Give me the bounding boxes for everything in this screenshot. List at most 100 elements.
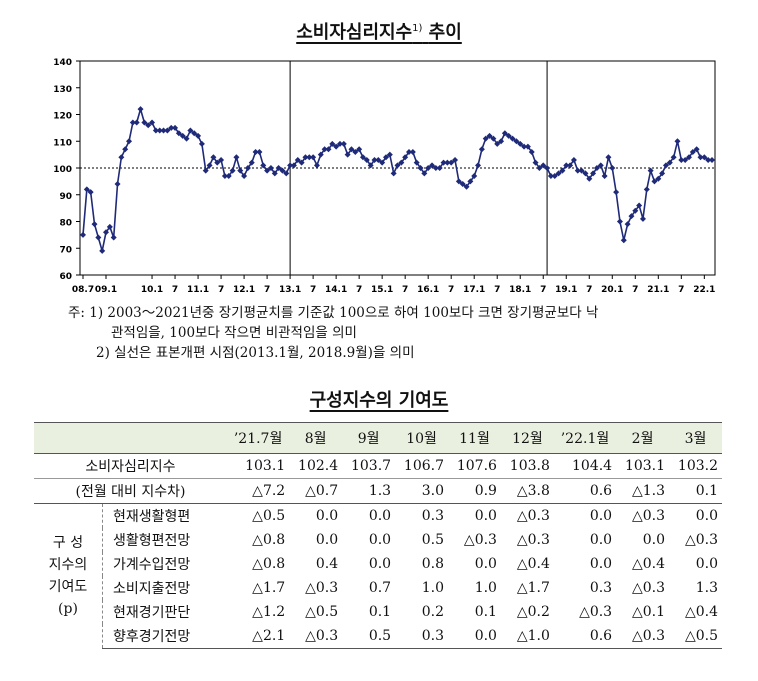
data-point — [172, 124, 179, 131]
data-point — [574, 167, 581, 174]
data-point — [547, 173, 554, 180]
x-tick-label: 11.1 — [187, 285, 209, 295]
csi-value: 103.7 — [342, 453, 396, 479]
component-value: 0.0 — [589, 532, 613, 548]
component-side-label: 구 성 지수의 기여도 (p) — [34, 503, 103, 649]
data-point — [613, 189, 620, 196]
data-point — [386, 151, 393, 158]
data-point — [371, 156, 378, 163]
data-point — [697, 154, 704, 161]
data-point — [183, 135, 190, 142]
component-value: 0.2 — [421, 604, 445, 620]
data-point — [521, 143, 528, 150]
x-tick-label: 12.1 — [233, 285, 255, 295]
data-point — [670, 154, 677, 161]
data-point — [682, 156, 689, 163]
data-point — [436, 165, 443, 171]
chart-title-footnote: 1) — [412, 23, 423, 34]
data-point — [221, 173, 228, 180]
data-point — [233, 154, 240, 161]
data-point — [164, 127, 171, 134]
data-point — [501, 130, 508, 137]
data-point — [198, 140, 205, 147]
data-point — [279, 167, 286, 174]
data-point — [229, 167, 236, 174]
data-point — [620, 237, 627, 244]
y-tick-label: 110 — [53, 138, 72, 148]
data-point — [390, 170, 397, 177]
data-point — [494, 140, 501, 147]
csi-line-chart: 60 70 80 90 100 110 120 130 140 08.7 09.1 10.1 7 11.1… — [53, 58, 716, 295]
x-tick-label: 7 — [264, 285, 270, 295]
data-point — [452, 156, 459, 163]
data-point — [168, 124, 175, 131]
component-value: 0.0 — [695, 508, 718, 524]
data-point — [459, 181, 466, 188]
data-point — [302, 154, 309, 161]
footnote-2: 2) 실선은 표본개편 시점(2013.1월, 2018.9월)을 의미 — [96, 345, 415, 361]
data-point — [605, 154, 612, 161]
csi-value: 104.4 — [553, 453, 617, 479]
data-point — [306, 154, 313, 161]
data-point — [114, 181, 121, 188]
change-value: 0.9 — [448, 478, 501, 504]
csi-value: 103.1 — [227, 453, 290, 479]
data-point — [413, 159, 420, 166]
y-tick-label: 80 — [59, 219, 72, 229]
csi-value: 106.7 — [395, 453, 449, 479]
data-point — [149, 119, 156, 126]
y-tick-label: 120 — [53, 112, 72, 122]
data-point — [156, 127, 163, 134]
component-value: 0.0 — [315, 508, 339, 524]
change-value: 0.6 — [553, 478, 617, 504]
y-tick-label: 140 — [53, 58, 72, 68]
data-point — [639, 215, 646, 222]
component-value: △0.4 — [516, 556, 550, 572]
x-tick-label: 08.7 — [72, 285, 94, 295]
data-point — [356, 146, 363, 153]
x-tick-label: 20.1 — [601, 285, 623, 295]
data-point — [590, 170, 597, 177]
data-point — [325, 146, 332, 153]
component-value: △0.3 — [305, 580, 339, 596]
chart-title-main: 소비자심리지수 — [296, 22, 413, 43]
month-header: 10월 — [395, 422, 449, 454]
data-point — [536, 165, 543, 171]
data-point — [271, 170, 278, 177]
data-point — [601, 173, 608, 180]
component-value: 0.7 — [368, 580, 392, 596]
component-value: 0.5 — [421, 532, 445, 548]
data-point — [333, 143, 340, 150]
data-point — [578, 167, 585, 174]
component-name: 가계수입전망 — [113, 557, 191, 573]
component-value: 0.1 — [368, 604, 392, 620]
component-value: △0.3 — [616, 624, 670, 649]
footnote-1-cont: 관적임을, 100보다 작으면 비관적임을 의미 — [111, 325, 357, 341]
component-value: △0.3 — [289, 624, 343, 649]
change-value: 3.0 — [395, 478, 449, 504]
data-point — [417, 165, 424, 171]
data-point — [647, 167, 654, 174]
data-point — [662, 162, 669, 169]
y-tick-label: 90 — [59, 192, 72, 202]
data-point — [294, 156, 301, 163]
csi-value: 103.1 — [616, 453, 670, 479]
component-value: △1.0 — [500, 624, 554, 649]
component-value: △0.8 — [252, 532, 286, 548]
csi-value: 102.4 — [289, 453, 343, 479]
change-row: (전월 대비 지수차) △7.2 △0.7 1.3 3.0 0.9 △3.8 0.6 △1.3 0… — [34, 478, 722, 504]
change-value: 1.3 — [342, 478, 396, 504]
component-name: 향후경기전망 — [102, 624, 227, 649]
data-point — [225, 173, 232, 180]
csi-value: 103.8 — [500, 453, 554, 479]
data-point — [674, 138, 681, 145]
data-point — [287, 162, 294, 169]
data-point — [643, 186, 650, 193]
header-row: ’21.7월 8월 9월 10월 11월 12월 ’22.1월 2월 3월 — [34, 422, 722, 454]
data-point — [421, 170, 428, 177]
data-point — [505, 132, 512, 139]
x-tick-label: 7 — [678, 285, 684, 295]
component-name: 소비지출전망 — [113, 581, 191, 597]
data-point — [409, 148, 416, 155]
data-point — [137, 106, 144, 113]
